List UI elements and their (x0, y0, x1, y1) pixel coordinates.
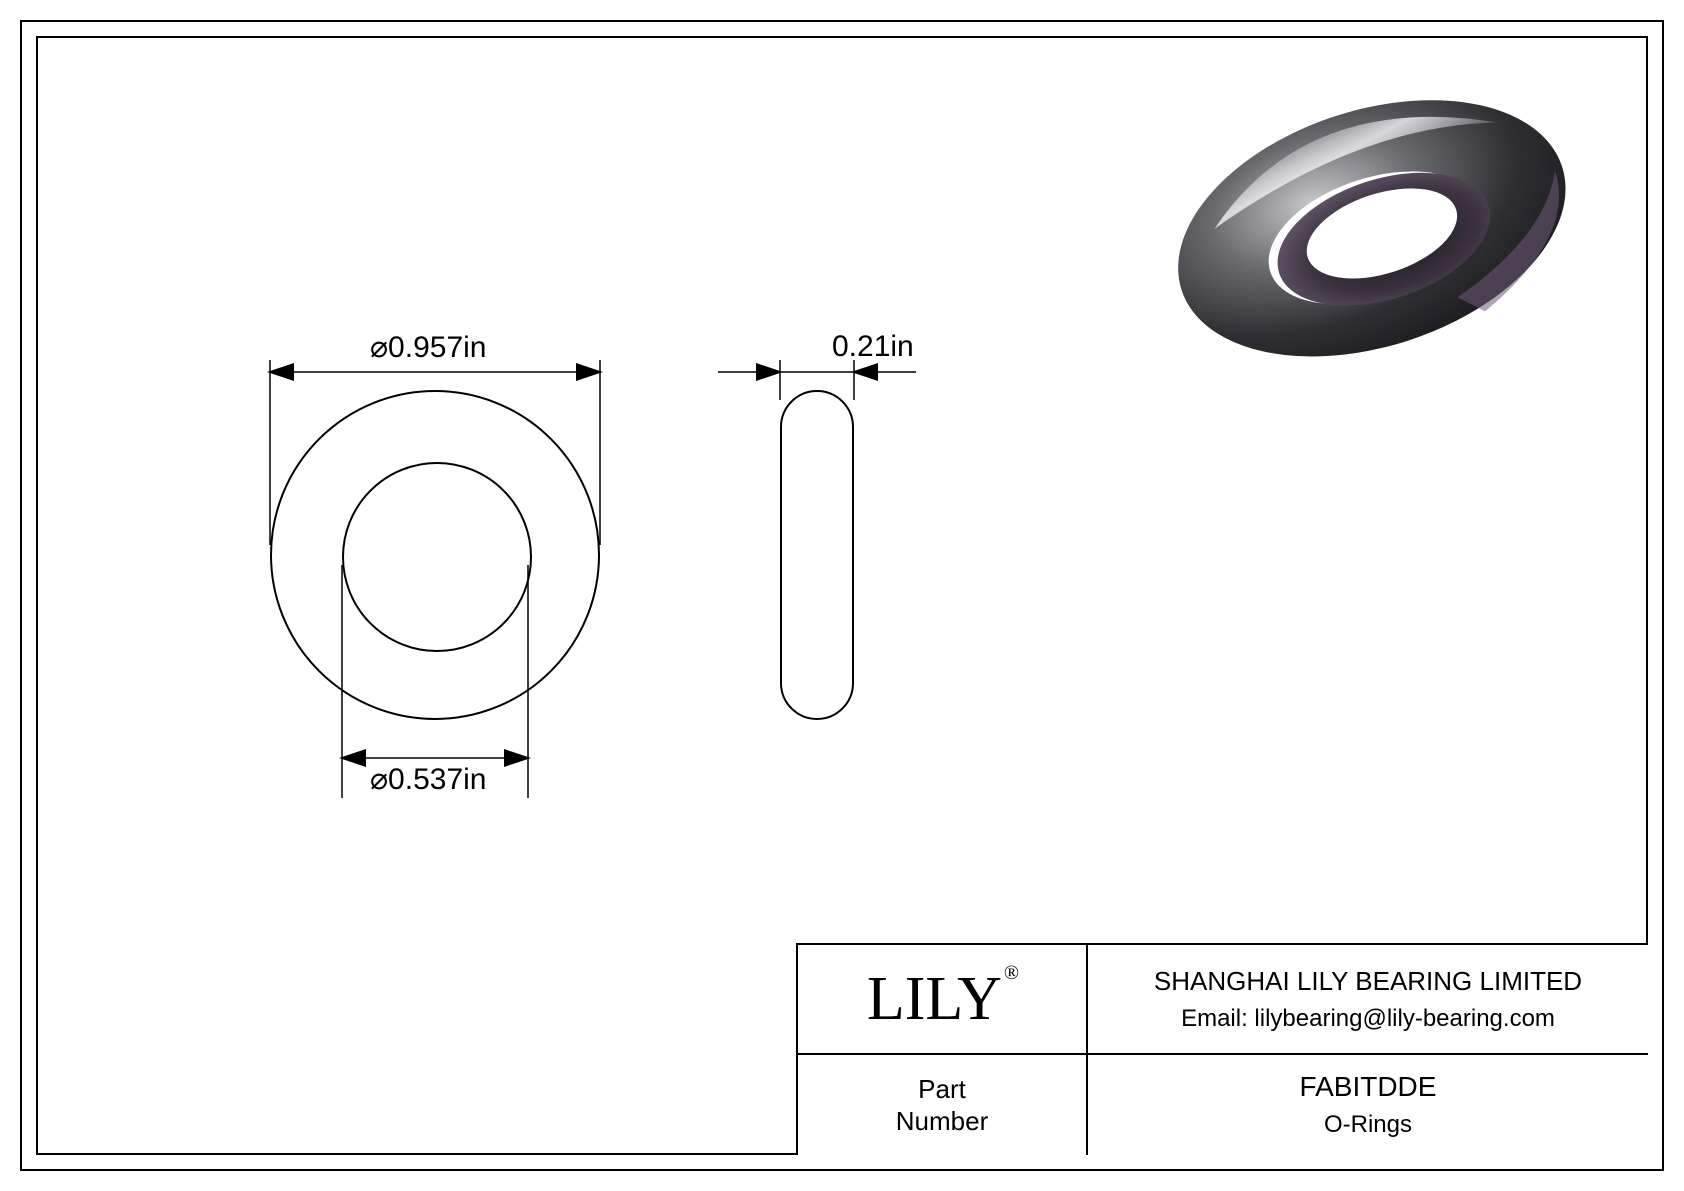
logo-cell: LILY ® (798, 945, 1088, 1055)
oring-side-view (780, 390, 854, 720)
inner-diameter-circle (342, 462, 532, 652)
title-block: LILY ® SHANGHAI LILY BEARING LIMITED Ema… (796, 943, 1648, 1155)
logo-text: LILY (867, 968, 1002, 1030)
oring-front-view (270, 390, 600, 720)
part-number-label-text: Part Number (896, 1073, 988, 1138)
outer-diameter-label: ⌀0.957in (370, 330, 486, 365)
registered-mark: ® (1004, 962, 1019, 985)
part-code: FABITDDE (1300, 1071, 1437, 1103)
part-number-label: Part Number (798, 1055, 1088, 1155)
company-email: Email: lilybearing@lily-bearing.com (1181, 1005, 1555, 1033)
company-name: SHANGHAI LILY BEARING LIMITED (1154, 966, 1582, 997)
inner-diameter-label: ⌀0.537in (370, 762, 486, 797)
part-type: O-Rings (1324, 1111, 1412, 1139)
company-cell: SHANGHAI LILY BEARING LIMITED Email: lil… (1088, 945, 1648, 1055)
cross-section-label: 0.21in (832, 330, 914, 364)
part-description-cell: FABITDDE O-Rings (1088, 1055, 1648, 1155)
